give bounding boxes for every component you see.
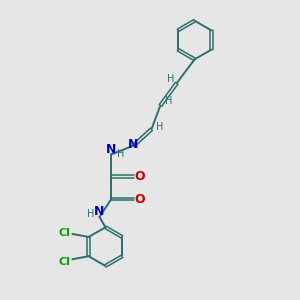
Text: H: H [88, 209, 95, 220]
Text: N: N [106, 142, 116, 156]
Text: N: N [128, 138, 138, 152]
Text: Cl: Cl [59, 228, 71, 239]
Text: H: H [165, 96, 172, 106]
Text: Cl: Cl [59, 256, 71, 267]
Text: O: O [134, 193, 145, 206]
Text: O: O [134, 170, 145, 183]
Text: H: H [117, 149, 124, 160]
Text: N: N [94, 205, 105, 218]
Text: H: H [167, 74, 174, 84]
Text: H: H [156, 122, 164, 132]
